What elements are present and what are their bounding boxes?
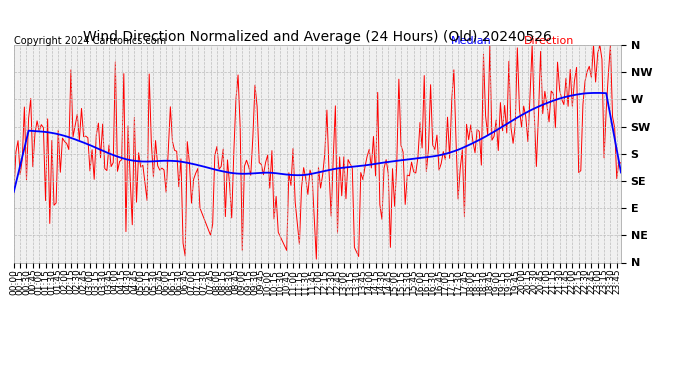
Text: Direction: Direction (524, 36, 574, 46)
Text: Median: Median (451, 36, 492, 46)
Title: Wind Direction Normalized and Average (24 Hours) (Old) 20240526: Wind Direction Normalized and Average (2… (83, 30, 552, 44)
Text: Copyright 2024 Cartronics.com: Copyright 2024 Cartronics.com (14, 36, 166, 46)
